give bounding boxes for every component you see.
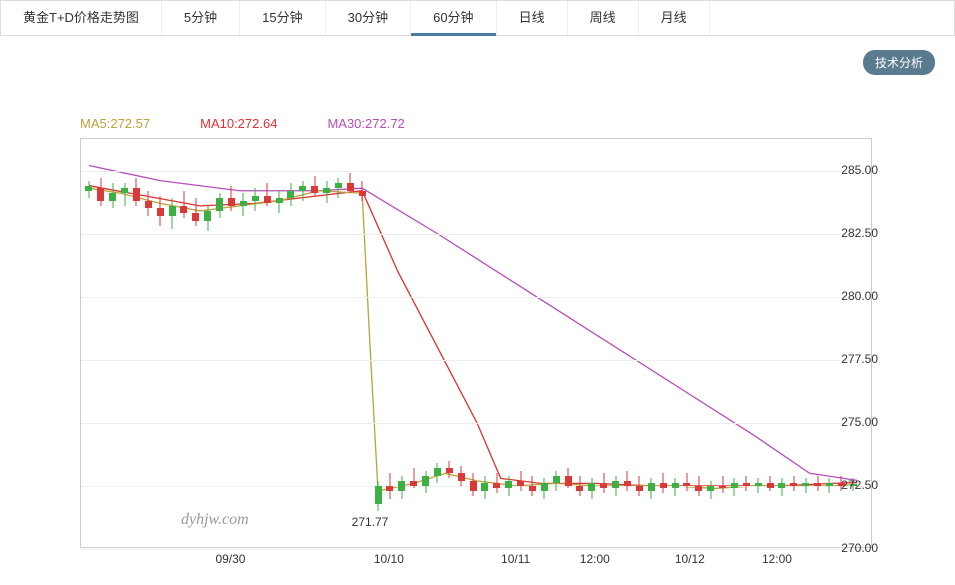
candle: [778, 139, 785, 549]
candle: [576, 139, 583, 549]
candle: [541, 139, 548, 549]
candle: [517, 139, 524, 549]
y-tick: 277.50: [841, 352, 878, 366]
low-price-label: 271.77: [352, 515, 389, 529]
candle: [133, 139, 140, 549]
candle: [169, 139, 176, 549]
badge-row: 技术分析: [0, 36, 955, 75]
candle: [612, 139, 619, 549]
candle: [398, 139, 405, 549]
candle: [180, 139, 187, 549]
candle: [121, 139, 128, 549]
candle: [695, 139, 702, 549]
candle: [311, 139, 318, 549]
y-tick: 272.50: [841, 478, 878, 492]
x-tick: 10/10: [374, 552, 404, 566]
candle: [422, 139, 429, 549]
candle: [264, 139, 271, 549]
candle: [85, 139, 92, 549]
candle: [145, 139, 152, 549]
candle: [553, 139, 560, 549]
chart-area[interactable]: dyhjw.com 271.77: [80, 138, 872, 548]
candle: [157, 139, 164, 549]
candle: [683, 139, 690, 549]
timeframe-tabs: 黄金T+D价格走势图 5分钟15分钟30分钟60分钟日线周线月线: [0, 0, 955, 36]
candle: [731, 139, 738, 549]
x-tick: 12:00: [762, 552, 792, 566]
candle: [216, 139, 223, 549]
tab-日线[interactable]: 日线: [497, 1, 568, 35]
candle: [814, 139, 821, 549]
candle: [790, 139, 797, 549]
candle: [505, 139, 512, 549]
candle: [335, 139, 342, 549]
candle: [323, 139, 330, 549]
y-tick: 280.00: [841, 289, 878, 303]
ma-legend: MA5:272.57 MA10:272.64 MA30:272.72: [80, 116, 455, 131]
candle: [707, 139, 714, 549]
candle: [624, 139, 631, 549]
candle: [434, 139, 441, 549]
candle: [299, 139, 306, 549]
candle: [204, 139, 211, 549]
candle: [493, 139, 500, 549]
x-tick: 09/30: [215, 552, 245, 566]
candle: [252, 139, 259, 549]
candle: [410, 139, 417, 549]
candle: [529, 139, 536, 549]
y-tick: 285.00: [841, 163, 878, 177]
candle: [192, 139, 199, 549]
candle: [802, 139, 809, 549]
candle: [672, 139, 679, 549]
candle: [600, 139, 607, 549]
watermark: dyhjw.com: [181, 511, 249, 529]
candle: [446, 139, 453, 549]
ma-legend-item: MA5:272.57: [80, 116, 150, 131]
grid-line: [81, 549, 871, 550]
tab-15分钟[interactable]: 15分钟: [240, 1, 325, 35]
x-axis: 09/30 10/10 10/11 12:00 10/12 12:00: [80, 552, 872, 572]
tab-月线[interactable]: 月线: [639, 1, 710, 35]
candle: [743, 139, 750, 549]
candle: [826, 139, 833, 549]
candle: [228, 139, 235, 549]
y-tick: 282.50: [841, 226, 878, 240]
x-tick: 10/11: [501, 552, 530, 566]
candle: [458, 139, 465, 549]
candle: [470, 139, 477, 549]
tab-30分钟[interactable]: 30分钟: [326, 1, 411, 35]
candle: [719, 139, 726, 549]
y-tick: 275.00: [841, 415, 878, 429]
candle: [97, 139, 104, 549]
tech-analysis-badge[interactable]: 技术分析: [863, 50, 935, 75]
tab-5分钟[interactable]: 5分钟: [162, 1, 240, 35]
candle: [588, 139, 595, 549]
candle: [565, 139, 572, 549]
candle: [347, 139, 354, 549]
candle: [359, 139, 366, 549]
candle: [240, 139, 247, 549]
ma-legend-item: MA10:272.64: [200, 116, 277, 131]
tab-周线[interactable]: 周线: [568, 1, 639, 35]
candle: [636, 139, 643, 549]
candle: [648, 139, 655, 549]
tab-60分钟[interactable]: 60分钟: [411, 1, 496, 35]
candle: [375, 139, 382, 549]
candle: [109, 139, 116, 549]
x-tick: 12:00: [580, 552, 610, 566]
candle: [276, 139, 283, 549]
x-tick: 10/12: [675, 552, 705, 566]
candle: [481, 139, 488, 549]
candle: [767, 139, 774, 549]
candle: [287, 139, 294, 549]
candle: [660, 139, 667, 549]
ma-legend-item: MA30:272.72: [327, 116, 404, 131]
chart-title-tab: 黄金T+D价格走势图: [1, 1, 162, 35]
candle: [386, 139, 393, 549]
candle: [755, 139, 762, 549]
